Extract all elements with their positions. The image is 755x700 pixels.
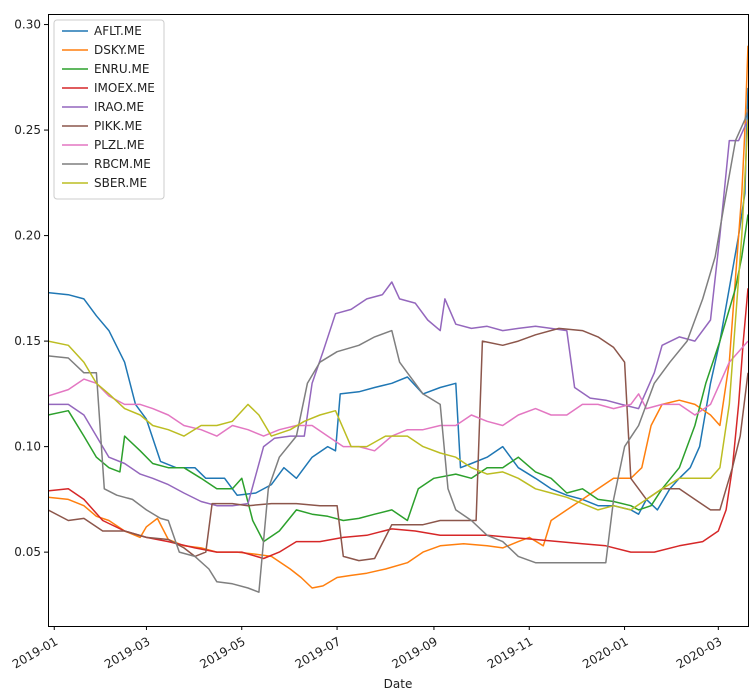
legend-label: PLZL.ME	[94, 138, 145, 152]
legend-label: SBER.ME	[94, 176, 147, 190]
y-tick-label: 0.30	[14, 18, 41, 32]
x-tick-label: 2020-01	[580, 634, 630, 671]
y-tick-label: 0.25	[14, 123, 41, 137]
x-axis-label: Date	[384, 677, 413, 691]
series-line-irao-me	[48, 119, 748, 507]
x-tick-label: 2020-03	[674, 634, 724, 671]
legend-label: RBCM.ME	[94, 157, 151, 171]
x-tick-label: 2019-09	[390, 634, 440, 671]
series-line-aflt-me	[48, 87, 748, 515]
x-tick-label: 2019-01	[10, 634, 60, 671]
y-tick-label: 0.10	[14, 440, 41, 454]
legend-label: DSKY.ME	[94, 43, 145, 57]
series-line-dsky-me	[48, 45, 748, 589]
legend-label: ENRU.ME	[94, 62, 149, 76]
legend-label: IMOEX.ME	[94, 81, 155, 95]
series-line-pikk-me	[48, 327, 748, 562]
legend-label: AFLT.ME	[94, 24, 142, 38]
x-tick-label: 2019-07	[293, 634, 343, 671]
series-line-imoex-me	[48, 288, 748, 560]
legend-box	[53, 19, 165, 200]
plot-frame	[48, 14, 749, 627]
series-line-sber-me	[48, 119, 748, 511]
legend-label: IRAO.ME	[94, 100, 144, 114]
series-line-enru-me	[48, 214, 748, 543]
series-line-plzl-me	[48, 340, 748, 452]
x-tick-label: 2019-11	[485, 634, 535, 671]
y-tick-label: 0.20	[14, 229, 41, 243]
x-tick-label: 2019-05	[197, 634, 247, 671]
y-tick-label: 0.15	[14, 334, 41, 348]
legend: AFLT.ME DSKY.ME ENRU.ME IMOEX.ME IRAO.ME PIKK…	[53, 19, 165, 200]
series-line-rbcm-me	[48, 108, 748, 593]
y-tick-label: 0.05	[14, 545, 41, 559]
series-layer	[48, 45, 748, 593]
x-tick-label: 2019-03	[102, 634, 152, 671]
legend-label: PIKK.ME	[94, 119, 142, 133]
